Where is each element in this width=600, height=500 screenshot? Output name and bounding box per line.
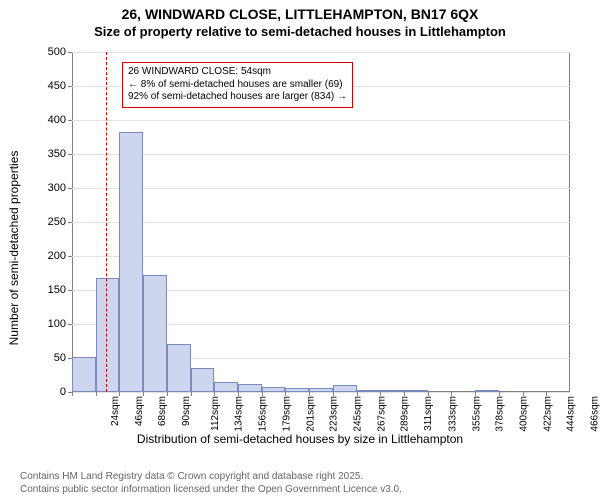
x-tick-mark — [404, 392, 405, 396]
x-tick-label: 90sqm — [181, 396, 192, 426]
x-tick-label: 46sqm — [134, 396, 145, 426]
y-tick-label: 150 — [48, 284, 66, 296]
histogram-bar — [238, 384, 262, 392]
x-tick-mark — [167, 392, 168, 396]
x-tick-mark — [357, 392, 358, 396]
x-tick-mark — [119, 392, 120, 396]
histogram-bar — [333, 385, 357, 392]
x-tick-label: 311sqm — [423, 396, 434, 431]
gridline — [72, 188, 570, 189]
footer: Contains HM Land Registry data © Crown c… — [20, 471, 402, 496]
x-tick-label: 201sqm — [305, 396, 316, 432]
x-tick-mark — [143, 392, 144, 396]
x-tick-mark — [475, 392, 476, 396]
gridline — [72, 120, 570, 121]
x-tick-mark — [72, 392, 73, 396]
annotation-line: 26 WINDWARD CLOSE: 54sqm — [128, 66, 347, 79]
y-tick-mark — [68, 222, 72, 223]
histogram-bar — [96, 278, 120, 392]
x-tick-mark — [238, 392, 239, 396]
histogram-bar — [475, 390, 499, 392]
y-tick-label: 450 — [48, 80, 66, 92]
x-tick-mark — [451, 392, 452, 396]
gridline — [72, 256, 570, 257]
y-tick-label: 200 — [48, 250, 66, 262]
x-tick-mark — [191, 392, 192, 396]
histogram-bar — [404, 390, 428, 392]
x-tick-mark — [499, 392, 500, 396]
histogram-bar — [380, 390, 404, 392]
y-tick-label: 400 — [48, 114, 66, 126]
x-tick-label: 68sqm — [157, 396, 168, 426]
x-tick-label: 223sqm — [329, 396, 340, 432]
x-axis-label: Distribution of semi-detached houses by … — [137, 432, 463, 446]
x-tick-mark — [214, 392, 215, 396]
y-tick-label: 350 — [48, 148, 66, 160]
x-tick-mark — [262, 392, 263, 396]
histogram-bar — [262, 387, 286, 392]
y-tick-mark — [68, 120, 72, 121]
y-tick-mark — [68, 154, 72, 155]
x-tick-label: 378sqm — [495, 396, 506, 432]
x-tick-mark — [333, 392, 334, 396]
x-tick-mark — [546, 392, 547, 396]
y-tick-mark — [68, 86, 72, 87]
y-tick-mark — [68, 188, 72, 189]
page-subtitle: Size of property relative to semi-detach… — [0, 24, 600, 39]
x-tick-label: 267sqm — [376, 396, 387, 432]
x-tick-label: 466sqm — [590, 396, 600, 432]
histogram-bar — [119, 132, 143, 392]
x-tick-mark — [285, 392, 286, 396]
y-tick-label: 100 — [48, 318, 66, 330]
histogram-bar — [285, 388, 309, 392]
y-tick-label: 300 — [48, 182, 66, 194]
histogram-bar — [143, 275, 167, 392]
y-tick-label: 250 — [48, 216, 66, 228]
reference-line — [106, 52, 107, 392]
y-axis-label: Number of semi-detached properties — [7, 151, 21, 346]
gridline — [72, 222, 570, 223]
x-tick-label: 245sqm — [353, 396, 364, 432]
page-title: 26, WINDWARD CLOSE, LITTLEHAMPTON, BN17 … — [0, 6, 600, 22]
y-tick-label: 0 — [60, 386, 66, 398]
histogram-bar — [309, 388, 333, 392]
x-tick-label: 333sqm — [447, 396, 458, 432]
x-tick-mark — [428, 392, 429, 396]
x-tick-label: 444sqm — [566, 396, 577, 432]
x-tick-label: 156sqm — [258, 396, 269, 432]
y-tick-mark — [68, 324, 72, 325]
y-tick-mark — [68, 256, 72, 257]
x-tick-label: 179sqm — [281, 396, 292, 432]
y-tick-mark — [68, 290, 72, 291]
x-tick-mark — [523, 392, 524, 396]
x-tick-label: 355sqm — [471, 396, 482, 432]
x-tick-mark — [309, 392, 310, 396]
histogram-bar — [357, 390, 381, 392]
x-tick-label: 422sqm — [542, 396, 553, 432]
histogram-bar — [191, 368, 215, 392]
footer-line-2: Contains public sector information licen… — [20, 484, 402, 497]
x-tick-label: 24sqm — [110, 396, 121, 426]
y-tick-mark — [68, 52, 72, 53]
x-tick-label: 134sqm — [234, 396, 245, 432]
gridline — [72, 52, 570, 53]
chart-container: Number of semi-detached properties 05010… — [20, 48, 580, 448]
plot-area: 05010015020025030035040045050024sqm46sqm… — [72, 52, 570, 392]
x-tick-label: 289sqm — [400, 396, 411, 432]
histogram-bar — [167, 344, 191, 392]
gridline — [72, 392, 570, 393]
x-tick-mark — [380, 392, 381, 396]
annotation-line: ← 8% of semi-detached houses are smaller… — [128, 79, 347, 92]
x-tick-label: 400sqm — [519, 396, 530, 432]
x-tick-label: 112sqm — [210, 396, 221, 431]
annotation-line: 92% of semi-detached houses are larger (… — [128, 91, 347, 104]
y-tick-label: 500 — [48, 46, 66, 58]
histogram-bar — [72, 357, 96, 392]
annotation-box: 26 WINDWARD CLOSE: 54sqm← 8% of semi-det… — [122, 62, 353, 108]
gridline — [72, 154, 570, 155]
footer-line-1: Contains HM Land Registry data © Crown c… — [20, 471, 402, 484]
y-tick-label: 50 — [54, 352, 66, 364]
histogram-bar — [214, 382, 238, 392]
x-tick-mark — [96, 392, 97, 396]
